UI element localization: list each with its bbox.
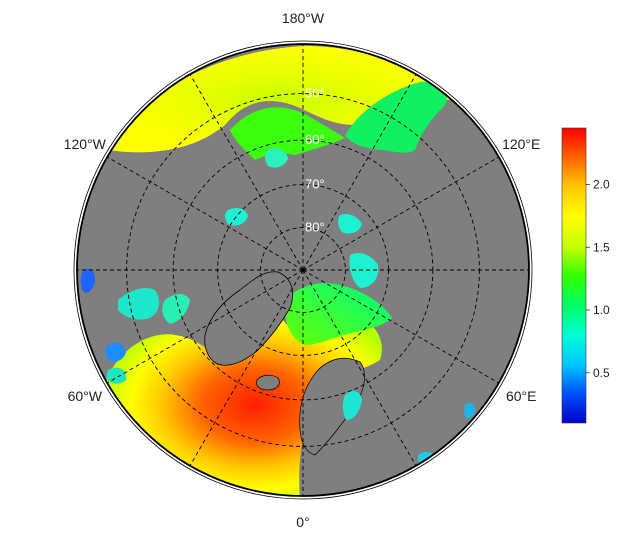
meridian-line xyxy=(302,74,417,271)
longitude-label: 180°W xyxy=(282,10,325,26)
meridian-line xyxy=(302,269,417,466)
longitude-label: 0° xyxy=(296,514,309,530)
longitude-label: 120°E xyxy=(502,136,540,152)
map-border xyxy=(76,43,530,497)
baltic-sea-field xyxy=(342,390,362,420)
baffin-bay-field xyxy=(162,294,190,324)
labrador-field xyxy=(105,342,126,362)
meridian-line xyxy=(302,156,499,271)
caspian-field xyxy=(464,402,476,419)
kara-sea-field xyxy=(349,253,379,288)
map-border-outer xyxy=(73,40,533,500)
bering-sea-field xyxy=(230,107,345,160)
longitude-label: 60°E xyxy=(506,388,537,404)
colorbar-tick-label: 1.5 xyxy=(593,240,610,254)
latitude-label: 70° xyxy=(305,177,325,192)
graticule xyxy=(77,44,529,496)
colorbar-tick-label: 1.0 xyxy=(593,303,610,317)
latitude-label: 60° xyxy=(305,132,325,147)
meridian-line xyxy=(107,156,304,271)
colorbar-tick-label: 2.0 xyxy=(593,177,610,191)
meridian-line xyxy=(189,269,304,466)
meridian-line xyxy=(107,269,304,384)
latitude-label: 50° xyxy=(305,86,325,101)
scandinavia-land xyxy=(299,357,365,456)
laptev-sea-field xyxy=(337,214,362,234)
meridian-line xyxy=(302,269,499,384)
greenland-land xyxy=(204,271,294,366)
colorbar-tick-label: 0.5 xyxy=(593,366,610,380)
pacific-ocean-field xyxy=(110,46,450,153)
map-disk xyxy=(77,44,529,496)
longitude-label: 120°W xyxy=(64,136,107,152)
latitude-label: 80° xyxy=(305,220,325,235)
longitude-label: 60°W xyxy=(68,388,103,404)
okhotsk-sea-field xyxy=(345,81,448,153)
colorbar: 0.5 1.0 1.5 2.0 xyxy=(561,127,610,424)
gulf-stlawrence-field xyxy=(106,367,127,384)
colorbar-bar xyxy=(561,127,587,424)
barents-sea-field xyxy=(284,283,392,345)
meridian-line xyxy=(189,74,304,271)
east-siberian-field xyxy=(265,148,288,168)
iceland-land xyxy=(256,374,280,391)
colorbar-ticks: 0.5 1.0 1.5 2.0 xyxy=(586,177,610,380)
longitude-labels: 180°W 120°E 60°E 0° 60°W 120°W xyxy=(64,10,541,530)
latitude-labels: 50° 60° 70° 80° xyxy=(305,86,325,235)
great-lakes-field xyxy=(80,268,96,293)
